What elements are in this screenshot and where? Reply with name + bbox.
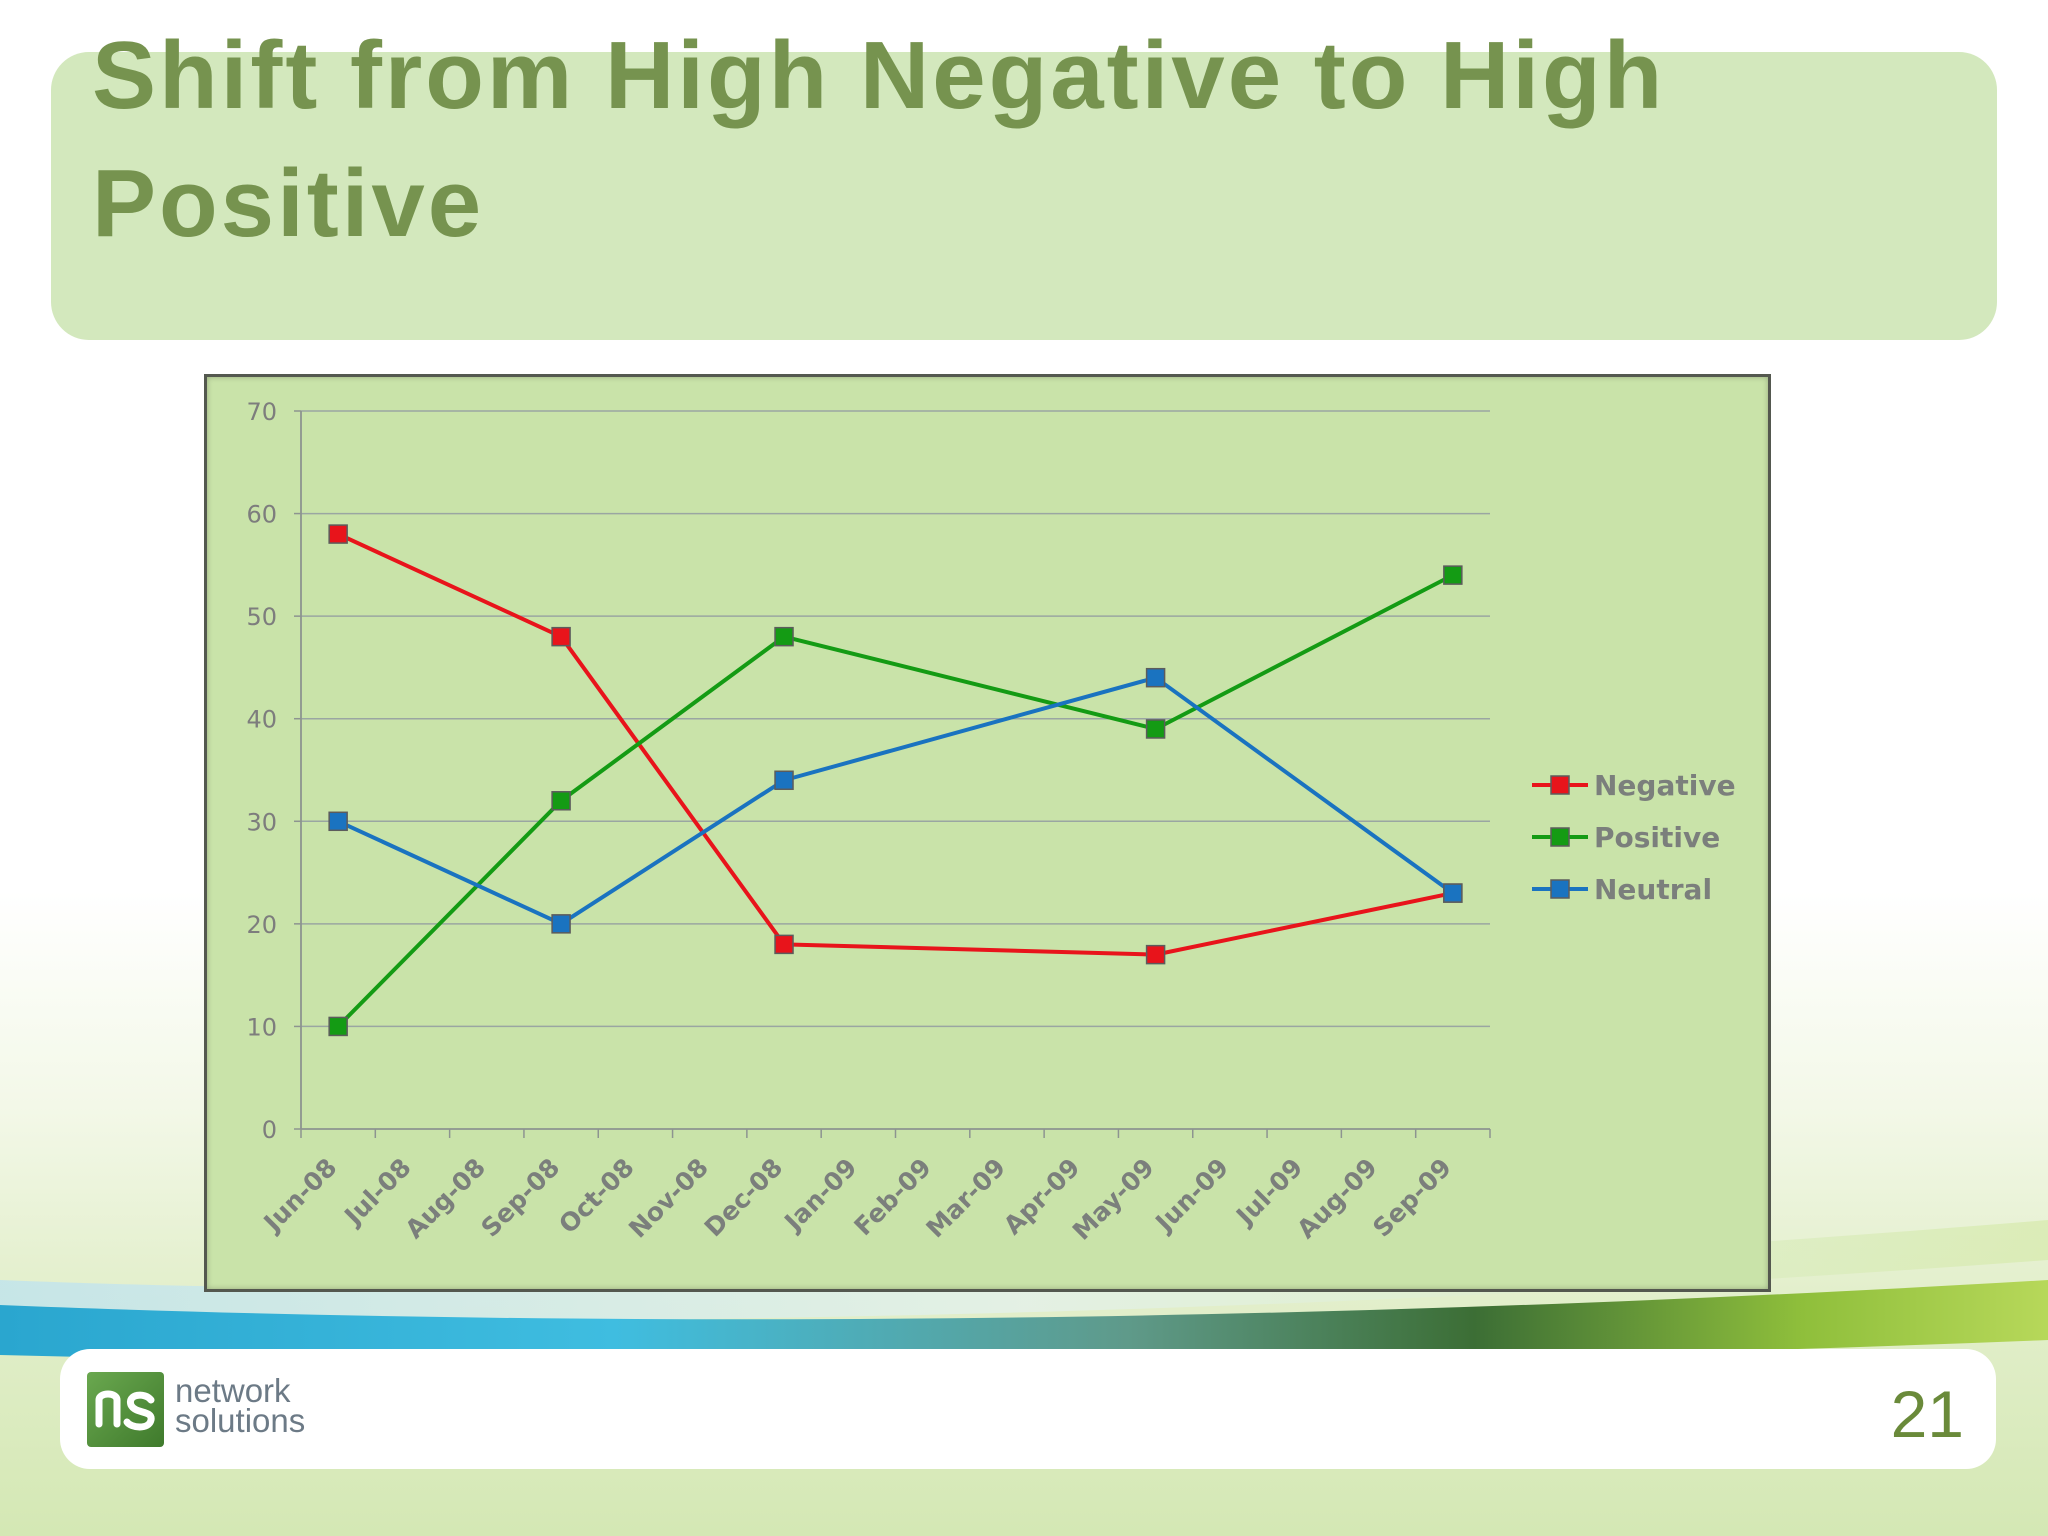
series-line-negative — [337, 532, 1454, 957]
y-tick-label: 0 — [262, 1116, 277, 1144]
page-number: 21 — [1890, 1377, 1964, 1451]
line-chart: 010203040506070Jun-08Jul-08Aug-08Sep-08O… — [246, 398, 1736, 1246]
decorative-swoosh — [0, 1220, 2048, 1365]
y-tick-label: 40 — [246, 706, 277, 734]
y-tick-label: 70 — [246, 398, 277, 426]
legend-marker-positive — [1550, 827, 1570, 847]
y-tick-label: 30 — [246, 808, 277, 836]
y-tick-label: 10 — [246, 1013, 277, 1041]
ns-logo-icon — [87, 1372, 164, 1447]
x-tick-label: Sep-08 — [476, 1153, 566, 1243]
legend-marker-negative — [1550, 775, 1570, 795]
data-point-neutral — [551, 914, 571, 934]
data-point-neutral — [1145, 667, 1166, 688]
x-tick-label: Mar-09 — [921, 1153, 1012, 1244]
series-line-positive — [336, 573, 1454, 1028]
data-point-positive — [1145, 719, 1166, 739]
x-tick-label: Dec-08 — [699, 1153, 789, 1243]
x-tick-label: Sep-09 — [1367, 1153, 1457, 1243]
y-tick-label: 50 — [246, 603, 277, 631]
data-point-negative — [774, 934, 794, 955]
y-tick-label: 60 — [246, 501, 277, 529]
slide-title: Shift from High Negative to High Positiv… — [92, 22, 1666, 257]
footer-bar: network solutions 21 — [60, 1349, 1996, 1469]
logo-line-solutions: solutions — [175, 1402, 306, 1439]
x-tick-label: Jun-09 — [1149, 1153, 1235, 1239]
data-point-neutral — [1443, 883, 1463, 903]
data-point-negative — [328, 524, 348, 544]
x-tick-label: Jan-09 — [778, 1153, 863, 1238]
data-point-neutral — [774, 770, 794, 791]
data-point-negative — [551, 626, 571, 647]
x-tick-label: Aug-08 — [400, 1153, 491, 1244]
chart-frame: 0 10 20 30 40 50 60 70 Jun-08 Jul-08 Aug-08 Sep-08 O… — [204, 374, 1771, 1292]
legend-label-neutral: Neutral — [1594, 873, 1712, 906]
x-tick-label: Feb-09 — [848, 1153, 936, 1241]
y-tick-label: 20 — [246, 911, 277, 939]
x-tick-label: Aug-09 — [1291, 1153, 1382, 1244]
legend-label-negative: Negative — [1594, 769, 1736, 802]
series-line-neutral — [337, 675, 1455, 926]
data-point-positive — [1443, 565, 1463, 585]
x-tick-label: May-09 — [1067, 1153, 1160, 1246]
data-point-positive — [328, 1016, 348, 1037]
network-solutions-logo: network solutions — [87, 1372, 327, 1452]
title-box — [51, 52, 1997, 340]
logo-line-network: network — [175, 1372, 291, 1409]
legend-label-positive: Positive — [1594, 821, 1720, 854]
x-tick-label: Nov-08 — [623, 1153, 714, 1244]
data-point-negative — [1145, 944, 1166, 965]
data-point-positive — [774, 626, 794, 647]
data-point-positive — [551, 791, 571, 811]
legend-marker-neutral — [1550, 879, 1570, 899]
x-tick-label: Jun-08 — [257, 1153, 343, 1239]
logo-wordmark: network solutions — [175, 1374, 306, 1439]
data-point-neutral — [328, 811, 348, 832]
